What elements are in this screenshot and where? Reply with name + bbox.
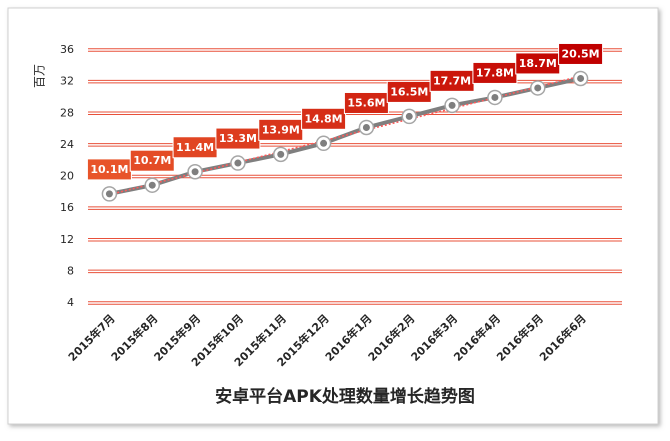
y-tick-label: 4	[67, 296, 74, 309]
annotation-box	[129, 149, 175, 172]
y-tick-label: 12	[60, 233, 74, 246]
annotation: 15.6M	[347, 96, 385, 109]
point-center	[105, 190, 113, 198]
y-tick-label: 36	[60, 43, 74, 56]
annotation: 16.5M	[390, 85, 428, 98]
y-axis-label: 百万	[33, 64, 47, 88]
annotation-box	[558, 42, 604, 65]
chart-frame	[7, 7, 659, 425]
annotation: 10.1M	[90, 163, 128, 176]
point-center	[148, 181, 156, 189]
annotation: 13.9M	[262, 123, 300, 136]
point-center	[362, 123, 370, 131]
annotation-box	[386, 80, 432, 103]
annotation: 17.8M	[476, 66, 514, 79]
point-center	[191, 168, 199, 176]
y-tick-label: 8	[67, 264, 74, 277]
point-center	[448, 101, 456, 109]
annotation: 14.8M	[305, 112, 343, 125]
annotation-box	[258, 118, 304, 141]
y-tick-label: 32	[60, 75, 74, 88]
y-tick-label: 16	[60, 201, 74, 214]
annotation: 13.3M	[219, 132, 257, 145]
point-center	[577, 74, 585, 82]
point-center	[405, 112, 413, 120]
annotation: 11.4M	[176, 141, 214, 154]
point-center	[534, 84, 542, 92]
chart-title: 安卓平台APK处理数量增长趋势图	[215, 386, 475, 407]
y-tick-label: 28	[60, 106, 74, 119]
y-tick-label: 20	[60, 170, 74, 183]
point-center	[320, 139, 328, 147]
annotation: 18.7M	[519, 57, 557, 70]
point-center	[491, 93, 499, 101]
annotation-box	[343, 91, 389, 114]
annotation: 17.7M	[433, 74, 471, 87]
point-center	[234, 159, 242, 167]
annotation: 10.7M	[133, 154, 171, 167]
annotation-box	[301, 107, 347, 130]
point-center	[277, 150, 285, 158]
y-tick-label: 24	[60, 138, 74, 151]
annotation: 20.5M	[562, 47, 600, 60]
